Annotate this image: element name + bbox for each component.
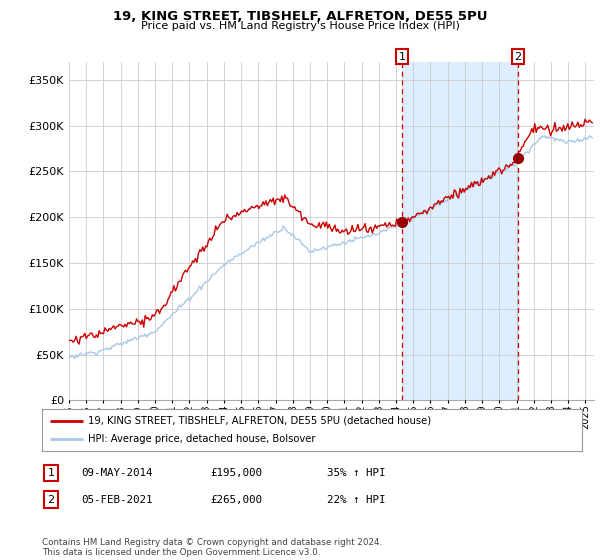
Text: 2: 2 — [47, 494, 55, 505]
Text: 22% ↑ HPI: 22% ↑ HPI — [327, 494, 386, 505]
Text: 1: 1 — [398, 52, 406, 62]
Text: £195,000: £195,000 — [210, 468, 262, 478]
Text: 2: 2 — [515, 52, 521, 62]
Text: 1: 1 — [47, 468, 55, 478]
Text: Price paid vs. HM Land Registry's House Price Index (HPI): Price paid vs. HM Land Registry's House … — [140, 21, 460, 31]
Text: 19, KING STREET, TIBSHELF, ALFRETON, DE55 5PU: 19, KING STREET, TIBSHELF, ALFRETON, DE5… — [113, 10, 487, 22]
Text: £265,000: £265,000 — [210, 494, 262, 505]
Text: Contains HM Land Registry data © Crown copyright and database right 2024.
This d: Contains HM Land Registry data © Crown c… — [42, 538, 382, 557]
Text: 05-FEB-2021: 05-FEB-2021 — [81, 494, 152, 505]
Text: 19, KING STREET, TIBSHELF, ALFRETON, DE55 5PU (detached house): 19, KING STREET, TIBSHELF, ALFRETON, DE5… — [88, 416, 431, 426]
Text: 35% ↑ HPI: 35% ↑ HPI — [327, 468, 386, 478]
Text: 09-MAY-2014: 09-MAY-2014 — [81, 468, 152, 478]
Text: HPI: Average price, detached house, Bolsover: HPI: Average price, detached house, Bols… — [88, 434, 316, 444]
Bar — [402, 62, 518, 400]
